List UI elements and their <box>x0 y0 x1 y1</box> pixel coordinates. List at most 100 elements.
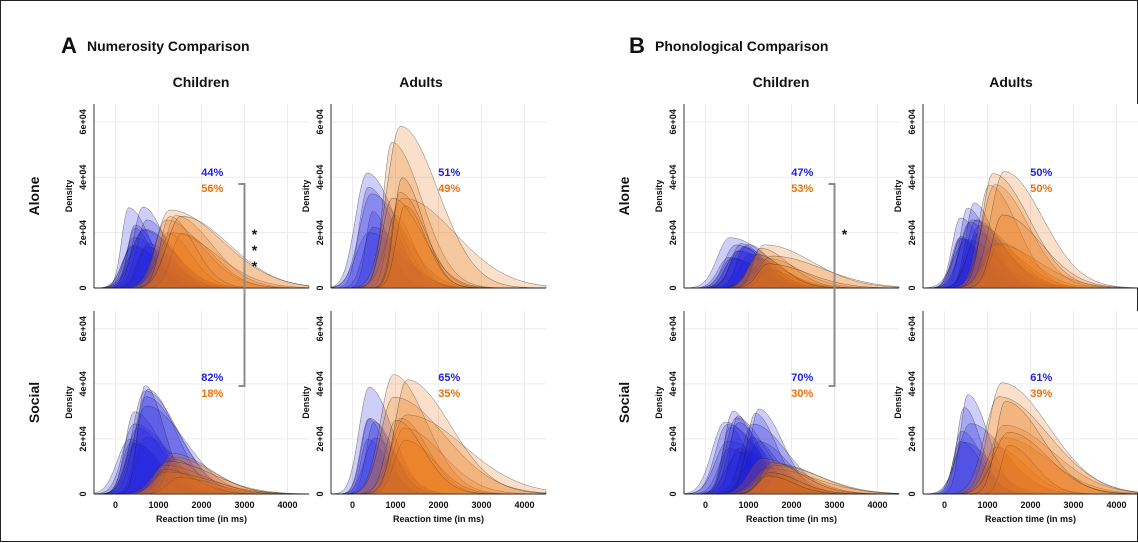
y-tick-label: 4e+04 <box>315 371 325 396</box>
density-curve-orange <box>923 184 1138 289</box>
facet-plot: 47% 53% 0 2e+04 4e+04 6e+04 Density <box>654 104 900 291</box>
y-tick-label: 2e+04 <box>668 220 678 245</box>
x-tick-label: 4000 <box>867 500 887 510</box>
facet-plot: 70% 30% 0 2e+04 4e+04 6e+04 Density 0 1000 2000 30… <box>654 311 900 524</box>
x-tick-label: 3000 <box>234 500 254 510</box>
column-label: Adults <box>399 74 443 90</box>
x-tick-label: 0 <box>350 500 355 510</box>
panel-title: Numerosity Comparison <box>87 38 250 54</box>
y-axis-label: Density <box>893 180 903 213</box>
percentage-blue: 82% <box>201 372 223 384</box>
percentage-orange: 18% <box>201 388 223 400</box>
y-tick-label: 0 <box>315 285 325 290</box>
y-tick-label: 6e+04 <box>78 109 88 134</box>
density-curve-orange <box>923 401 1138 495</box>
y-tick-label: 4e+04 <box>668 165 678 190</box>
x-tick-label: 4000 <box>277 500 297 510</box>
y-tick-label: 6e+04 <box>315 109 325 134</box>
y-tick-label: 0 <box>78 285 88 290</box>
significance-star: * <box>252 226 258 242</box>
y-tick-label: 4e+04 <box>907 371 917 396</box>
percentage-blue: 47% <box>791 167 813 179</box>
facet-plot: 65% 35% 0 2e+04 4e+04 6e+04 Density 0 1000 2000 30… <box>301 311 547 524</box>
x-tick-label: 1000 <box>738 500 758 510</box>
x-tick-label: 3000 <box>471 500 491 510</box>
x-tick-label: 0 <box>942 500 947 510</box>
x-tick-label: 2000 <box>1020 500 1040 510</box>
y-tick-label: 0 <box>78 491 88 496</box>
facet-plot: 61% 39% 0 2e+04 4e+04 6e+04 Density 0 1000 2000 30… <box>893 311 1138 524</box>
x-tick-label: 4000 <box>1106 500 1126 510</box>
density-curve-orange <box>94 216 310 289</box>
panel-letter: A <box>61 33 77 58</box>
density-curve-orange <box>684 475 899 495</box>
y-tick-label: 2e+04 <box>907 426 917 451</box>
density-curve-orange <box>94 461 310 495</box>
y-axis-label: Density <box>301 386 311 419</box>
density-curve-orange <box>923 214 1138 289</box>
x-tick-label: 3000 <box>1063 500 1083 510</box>
facet-plot: 44% 56% 0 2e+04 4e+04 6e+04 Density <box>64 104 310 291</box>
density-curve-orange <box>923 431 1138 495</box>
density-curve-orange <box>923 382 1138 495</box>
y-tick-label: 0 <box>315 491 325 496</box>
density-curve-orange <box>923 396 1138 495</box>
percentage-orange: 50% <box>1030 183 1052 195</box>
x-tick-label: 0 <box>113 500 118 510</box>
percentage-orange: 53% <box>791 183 813 195</box>
column-label: Children <box>173 74 230 90</box>
y-tick-label: 4e+04 <box>78 371 88 396</box>
x-axis-label: Reaction time (in ms) <box>156 514 247 524</box>
percentage-blue: 65% <box>438 372 460 384</box>
y-tick-label: 6e+04 <box>907 316 917 341</box>
y-tick-label: 6e+04 <box>315 316 325 341</box>
y-axis-label: Density <box>64 180 74 213</box>
column-label: Adults <box>989 74 1033 90</box>
row-label: Alone <box>616 176 632 215</box>
facet-plot: 50% 50% 0 2e+04 4e+04 6e+04 Density <box>893 104 1138 291</box>
x-tick-label: 2000 <box>191 500 211 510</box>
y-tick-label: 2e+04 <box>78 220 88 245</box>
y-axis-label: Density <box>64 386 74 419</box>
percentage-orange: 56% <box>201 183 223 195</box>
y-tick-label: 4e+04 <box>668 371 678 396</box>
y-tick-label: 2e+04 <box>668 426 678 451</box>
y-tick-label: 0 <box>907 491 917 496</box>
x-tick-label: 3000 <box>824 500 844 510</box>
significance-star: * <box>842 226 848 242</box>
x-tick-label: 1000 <box>977 500 997 510</box>
significance-bracket: * <box>828 183 848 387</box>
y-axis-label: Density <box>654 386 664 419</box>
panel-title: Phonological Comparison <box>655 38 828 54</box>
significance-bracket: *** <box>238 183 258 387</box>
percentage-orange: 30% <box>791 388 813 400</box>
y-axis-label: Density <box>654 180 664 213</box>
density-curve-orange <box>684 458 899 495</box>
density-curve-orange <box>331 396 547 495</box>
x-tick-label: 4000 <box>514 500 534 510</box>
density-curve-orange <box>94 232 310 289</box>
density-curve-orange <box>331 379 547 495</box>
percentage-blue: 44% <box>201 167 223 179</box>
x-axis-label: Reaction time (in ms) <box>985 514 1076 524</box>
y-tick-label: 0 <box>668 285 678 290</box>
percentage-orange: 49% <box>438 183 460 195</box>
y-tick-label: 6e+04 <box>668 316 678 341</box>
density-curve-orange <box>331 126 547 289</box>
x-tick-label: 2000 <box>428 500 448 510</box>
bracket-line <box>238 183 246 387</box>
y-tick-label: 2e+04 <box>315 426 325 451</box>
bracket-line <box>828 183 836 387</box>
panel-letter: B <box>629 33 645 58</box>
row-label: Alone <box>26 176 42 215</box>
y-tick-label: 4e+04 <box>78 165 88 190</box>
significance-star: * <box>252 258 258 274</box>
density-curve-orange <box>331 177 546 289</box>
y-tick-label: 4e+04 <box>907 165 917 190</box>
y-axis-label: Density <box>301 180 311 213</box>
y-tick-label: 0 <box>668 491 678 496</box>
x-tick-label: 2000 <box>781 500 801 510</box>
y-tick-label: 4e+04 <box>315 165 325 190</box>
